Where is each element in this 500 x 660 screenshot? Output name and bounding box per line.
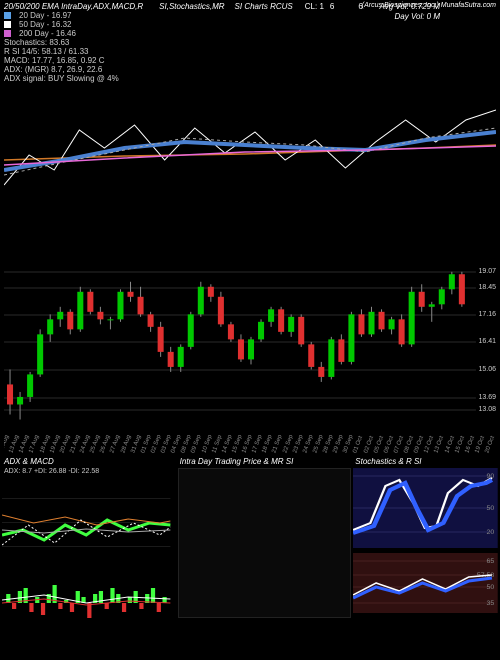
panel1-subtitle: ADX: 8.7 +DI: 26.88 -DI: 22.58 bbox=[2, 468, 176, 475]
candlestick-chart: 19.0718.4517.1616.4115.0613.6913.08 bbox=[4, 270, 496, 420]
avg-vol: Avg Vol: 0.729 M bbox=[380, 2, 440, 11]
ema20-swatch bbox=[4, 12, 11, 19]
bottom-panels: ADX & MACD ADX: 8.7 +DI: 26.88 -DI: 22.5… bbox=[0, 454, 500, 634]
svg-text:35: 35 bbox=[487, 600, 495, 606]
intraday-panel: Intra Day Trading Price & MR SI bbox=[178, 454, 352, 634]
svg-text:50: 50 bbox=[487, 584, 495, 590]
ema200-label: 200 Day - 16.46 bbox=[19, 29, 76, 38]
chart-gap bbox=[0, 205, 500, 270]
ema20-label: 20 Day - 16.97 bbox=[19, 11, 71, 20]
svg-text:50: 50 bbox=[487, 505, 495, 511]
stoch-label: Stochastics: 83.63 bbox=[4, 38, 496, 47]
title-left: 20/50/200 EMA IntraDay,ADX,MACD,R bbox=[4, 2, 143, 11]
rsi-label: R SI 14/5: 58.13 / 61.33 bbox=[4, 47, 496, 56]
date-axis: 12 Aug13 Aug14 Aug17 Aug18 Aug19 Aug20 A… bbox=[4, 420, 496, 454]
title-right: SI Charts RCUS bbox=[235, 2, 293, 11]
svg-text:20: 20 bbox=[487, 529, 495, 535]
stochastics-panel: Stochastics & R SI 9050206557.585035 bbox=[353, 454, 498, 634]
day-vol: Day Vol: 0 M bbox=[395, 12, 441, 21]
panel1-title: ADX & MACD bbox=[2, 455, 176, 468]
panel2-title: Intra Day Trading Price & MR SI bbox=[178, 455, 352, 468]
chart-header: 20/50/200 EMA IntraDay,ADX,MACD,R SI,Sto… bbox=[0, 0, 500, 70]
panel3-title: Stochastics & R SI bbox=[353, 455, 498, 468]
title-mid: SI,Stochastics,MR bbox=[159, 2, 224, 11]
main-ema-chart bbox=[4, 70, 496, 205]
cl-val: 6 bbox=[330, 2, 334, 11]
ema50-swatch bbox=[4, 21, 11, 28]
macd-label: MACD: 17.77, 16.85, 0.92 C bbox=[4, 56, 496, 65]
ema50-label: 50 Day - 16.32 bbox=[19, 20, 71, 29]
cl-label: CL: 1 bbox=[305, 2, 324, 11]
svg-text:65: 65 bbox=[487, 558, 495, 564]
adx-macd-panel: ADX & MACD ADX: 8.7 +DI: 26.88 -DI: 22.5… bbox=[2, 454, 176, 634]
intraday-empty bbox=[178, 468, 352, 618]
ema200-swatch bbox=[4, 30, 11, 37]
